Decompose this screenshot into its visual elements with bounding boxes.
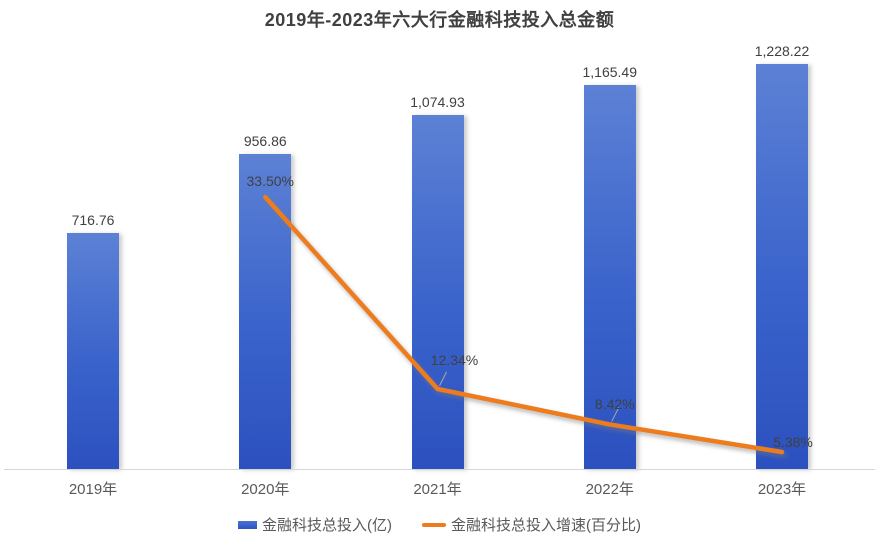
bar-value-label: 1,074.93 bbox=[410, 93, 465, 110]
chart-legend: 金融科技总投入(亿) 金融科技总投入增速(百分比) bbox=[0, 514, 879, 535]
bar-value-label: 1,165.49 bbox=[582, 63, 638, 80]
legend-label-bar-series: 金融科技总投入(亿) bbox=[262, 517, 392, 534]
legend-item-bar-series: 金融科技总投入(亿) bbox=[238, 514, 392, 535]
bar-2023年 bbox=[756, 64, 808, 469]
legend-item-line-series: 金融科技总投入增速(百分比) bbox=[422, 514, 641, 535]
line-series-swatch-icon bbox=[422, 522, 446, 527]
growth-line bbox=[263, 194, 785, 455]
growth-rate-label: 5.38% bbox=[773, 434, 813, 450]
bar-2021年 bbox=[411, 114, 464, 469]
x-axis-line bbox=[4, 469, 875, 470]
bar-value-label: 956.86 bbox=[243, 132, 287, 149]
legend-label-line-series: 金融科技总投入增速(百分比) bbox=[451, 517, 641, 534]
growth-rate-label: 33.50% bbox=[246, 173, 294, 190]
bar-2019年 bbox=[67, 232, 119, 469]
bar-value-label: 716.76 bbox=[71, 211, 115, 228]
bar-value-label: 1,228.22 bbox=[754, 43, 810, 60]
growth-rate-label: 8.42% bbox=[594, 396, 635, 413]
x-axis-label: 2023年 bbox=[757, 481, 807, 498]
bar-2020年 bbox=[239, 153, 292, 469]
x-axis-label: 2022年 bbox=[585, 481, 634, 498]
x-axis-label: 2019年 bbox=[68, 481, 118, 498]
growth-rate-label: 12.34% bbox=[430, 351, 479, 368]
bar-series-swatch-icon bbox=[238, 520, 257, 529]
chart-title: 2019年-2023年六大行金融科技投入总金额 bbox=[264, 10, 615, 30]
x-axis-label: 2021年 bbox=[413, 481, 462, 498]
x-axis-label: 2020年 bbox=[241, 481, 290, 498]
